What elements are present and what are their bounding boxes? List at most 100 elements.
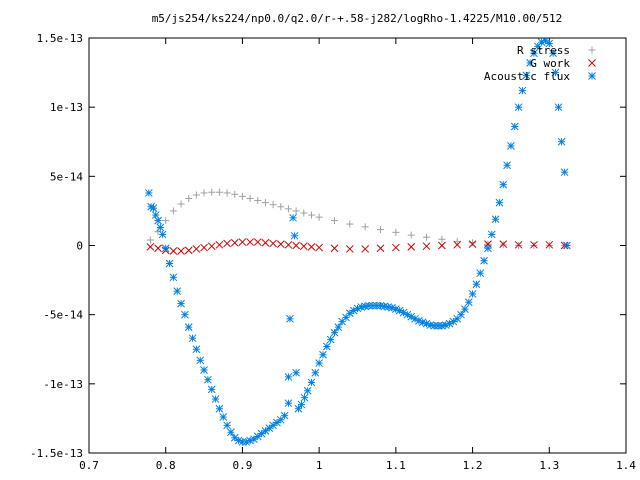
marker-stroke — [284, 399, 293, 408]
data-point — [215, 404, 224, 413]
marker-stroke — [230, 238, 239, 247]
data-point — [300, 393, 309, 402]
data-point — [284, 399, 293, 408]
data-point — [177, 247, 185, 255]
data-point — [533, 42, 542, 51]
data-point — [254, 197, 262, 205]
data-point — [284, 373, 293, 381]
marker-stroke — [276, 240, 285, 248]
marker-stroke — [219, 413, 228, 421]
data-point — [514, 240, 523, 249]
data-point — [457, 310, 465, 319]
data-point — [514, 103, 523, 112]
data-point — [480, 256, 488, 265]
data-point — [200, 243, 208, 252]
marker-stroke — [480, 256, 488, 265]
marker-stroke — [514, 103, 523, 112]
data-point — [315, 243, 323, 252]
marker-stroke — [284, 240, 293, 249]
marker-stroke — [457, 310, 465, 319]
marker-stroke — [560, 168, 569, 177]
marker-stroke — [407, 243, 416, 251]
data-point — [307, 243, 316, 251]
data-point — [557, 137, 566, 146]
marker-stroke — [234, 436, 243, 445]
data-point — [276, 240, 285, 248]
data-point — [484, 244, 492, 253]
data-point — [173, 287, 182, 296]
data-point — [563, 241, 571, 250]
data-point — [200, 366, 208, 374]
marker-stroke — [426, 321, 435, 329]
data-point — [330, 217, 338, 225]
data-point — [200, 189, 208, 197]
marker-stroke — [499, 240, 508, 248]
marker-stroke — [541, 36, 550, 45]
data-point — [303, 386, 312, 395]
marker-stroke — [300, 393, 309, 402]
data-point — [345, 245, 354, 253]
data-point — [334, 323, 343, 331]
marker-stroke — [368, 301, 377, 310]
data-point — [223, 189, 231, 197]
marker-stroke — [422, 242, 431, 251]
marker-stroke — [200, 366, 208, 374]
marker-stroke — [551, 68, 560, 77]
data-point — [177, 200, 185, 208]
data-point — [154, 216, 162, 225]
marker-stroke — [526, 59, 534, 67]
marker-stroke — [307, 243, 316, 251]
data-point — [185, 194, 193, 202]
x-tick-label: 1.2 — [463, 459, 483, 472]
data-point — [289, 213, 297, 222]
data-point — [322, 342, 331, 351]
marker-stroke — [149, 204, 158, 213]
data-point — [219, 413, 228, 421]
data-point — [530, 240, 538, 249]
marker-stroke — [192, 245, 201, 253]
marker-stroke — [280, 411, 289, 420]
data-point — [464, 298, 473, 307]
marker-stroke — [403, 310, 412, 319]
marker-stroke — [361, 245, 370, 253]
marker-stroke — [227, 428, 235, 437]
marker-stroke — [372, 301, 381, 310]
marker-stroke — [290, 231, 299, 240]
marker-stroke — [376, 301, 385, 310]
data-point — [196, 356, 205, 365]
marker-stroke — [399, 308, 408, 317]
marker-stroke — [173, 287, 182, 296]
data-point — [377, 226, 385, 234]
marker-stroke — [215, 240, 224, 249]
data-point — [294, 404, 303, 413]
marker-stroke — [269, 239, 277, 248]
marker-stroke — [514, 240, 523, 249]
data-point — [211, 395, 220, 403]
data-point — [510, 122, 519, 131]
data-point — [307, 211, 315, 219]
data-point — [215, 240, 224, 249]
marker-stroke — [510, 122, 519, 131]
data-point — [554, 103, 563, 112]
marker-stroke — [334, 323, 343, 331]
marker-stroke — [518, 86, 527, 95]
data-point — [227, 428, 235, 437]
data-point — [208, 188, 216, 196]
marker-stroke — [156, 223, 165, 232]
marker-stroke — [407, 312, 416, 321]
marker-stroke — [204, 375, 212, 384]
x-tick-label: 0.9 — [232, 459, 252, 472]
marker-stroke — [430, 321, 439, 330]
marker-stroke — [151, 211, 160, 219]
data-point — [292, 241, 300, 250]
marker-stroke — [196, 356, 205, 365]
marker-stroke — [223, 239, 231, 248]
data-point — [453, 237, 461, 245]
marker-stroke — [388, 303, 396, 312]
data-point — [491, 215, 500, 224]
data-point — [299, 242, 308, 251]
data-point — [357, 303, 366, 311]
data-point — [311, 368, 320, 377]
data-point — [207, 242, 216, 251]
legend-label: R stress — [517, 44, 570, 57]
